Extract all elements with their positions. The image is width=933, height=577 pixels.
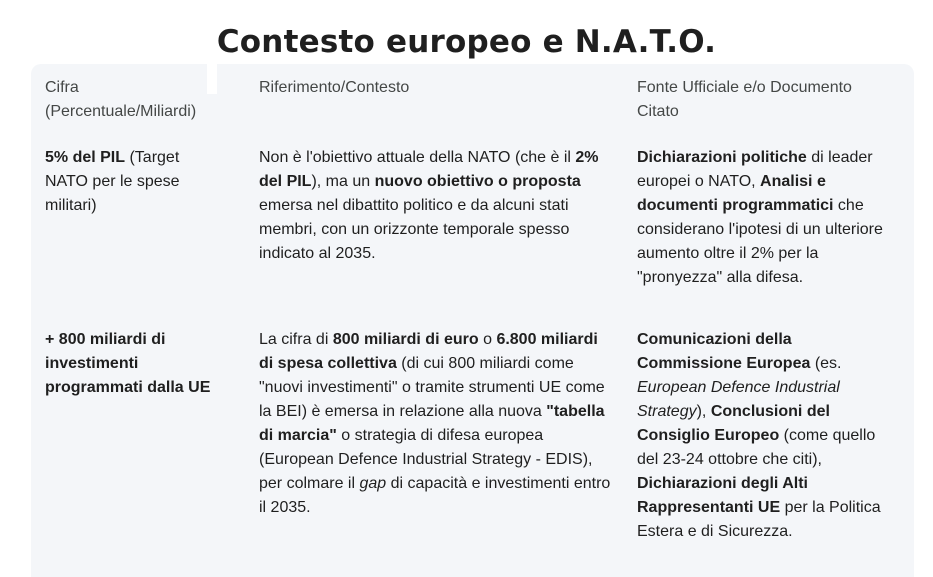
header-cifra: Cifra (Percentuale/Miliardi): [45, 76, 235, 124]
row1-fonte-text1: di leader europei o NATO,: [637, 149, 873, 190]
row2-ref-text1: La cifra di: [259, 331, 333, 348]
row2-cifra-bold: + 800 miliardi di investimenti programma…: [45, 331, 211, 396]
row2-fonte-bold2: Conclusioni del Consiglio Europeo: [637, 403, 830, 444]
row1-ref-text3: emersa nel dibattito politico e da alcun…: [259, 197, 570, 262]
header-cifra-line1: Cifra: [45, 79, 79, 96]
row2-ref-bold1: 800 miliardi di euro: [332, 331, 479, 348]
row2-fonte-text2: ),: [696, 403, 711, 420]
row1-ref-bold2: nuovo obiettivo o proposta: [374, 173, 581, 190]
header-cifra-line2: (Percentuale/Miliardi): [45, 103, 197, 120]
row2-fonte: Comunicazioni della Commissione Europea …: [637, 328, 887, 544]
header-riferimento: Riferimento/Contesto: [259, 79, 410, 96]
row1-fonte-text2: che considerano l'ipotesi di un ulterior…: [637, 197, 883, 286]
row1-riferimento: Non è l'obiettivo attuale della NATO (ch…: [259, 146, 614, 266]
row1-cifra-text: (Target NATO per le spese militari): [45, 149, 180, 214]
header-fonte-line1: Fonte Ufficiale e/o Documento: [637, 79, 852, 96]
row2-cifra: + 800 miliardi di investimenti programma…: [45, 328, 230, 400]
row2-ref-bold3: "tabella di marcia": [259, 403, 605, 444]
row1-fonte-bold1: Dichiarazioni politiche: [637, 149, 807, 166]
comparison-table: Cifra (Percentuale/Miliardi) Riferimento…: [31, 64, 914, 577]
row1-fonte: Dichiarazioni politiche di leader europe…: [637, 146, 899, 290]
row1-fonte-bold2: Analisi e documenti programmatici: [637, 173, 834, 214]
header-notch: [207, 64, 217, 94]
row2-fonte-text3: (come quello del 23-24 ottobre che citi)…: [637, 427, 876, 468]
row1-ref-text2: ), ma un: [311, 173, 375, 190]
row1-cifra: 5% del PIL (Target NATO per le spese mil…: [45, 146, 210, 218]
row2-riferimento: La cifra di 800 miliardi di euro o 6.800…: [259, 328, 611, 520]
row2-fonte-italic1: European Defence Industrial Strategy: [637, 379, 840, 420]
row2-ref-text5: di capacità e investimenti entro il 2035…: [259, 475, 611, 516]
row2-ref-text2: o: [478, 331, 497, 348]
row2-fonte-text4: per la Politica Estera e di Sicurezza.: [637, 499, 881, 540]
row1-cifra-bold: 5% del PIL: [45, 149, 126, 166]
row2-ref-text4: o strategia di difesa europea (European …: [259, 427, 593, 492]
row1-ref-bold1: 2% del PIL: [259, 149, 599, 190]
row2-fonte-text1: (es.: [810, 355, 842, 372]
header-fonte-line2: Citato: [637, 103, 679, 120]
row2-ref-text3: (di cui 800 miliardi come "nuovi investi…: [259, 355, 605, 420]
row2-ref-italic1: gap: [359, 475, 387, 492]
row2-fonte-bold3: Dichiarazioni degli Alti Rappresentanti …: [637, 475, 808, 516]
row2-fonte-bold1: Comunicazioni della Commissione Europea: [637, 331, 811, 372]
header-fonte: Fonte Ufficiale e/o Documento Citato: [637, 76, 899, 124]
row1-ref-text1: Non è l'obiettivo attuale della NATO (ch…: [259, 149, 576, 166]
row2-ref-bold2: 6.800 miliardi di spesa collettiva: [259, 331, 598, 372]
page-title: Contesto europeo e N.A.T.O.: [216, 24, 717, 60]
